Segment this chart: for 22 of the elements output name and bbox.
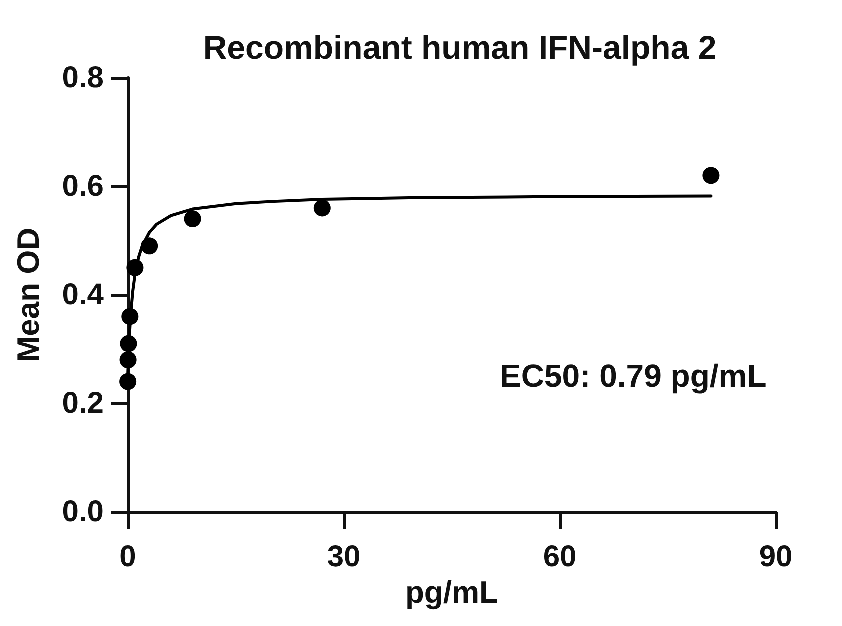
x-tick-label: 0 (120, 540, 136, 574)
x-tick-label: 60 (543, 540, 577, 574)
y-tick-label: 0.8 (62, 62, 104, 94)
x-axis-title: pg/mL (406, 574, 498, 610)
point (702, 167, 720, 184)
chart-title: Recombinant human IFN-alpha 2 (203, 29, 717, 66)
point (120, 373, 137, 390)
point (141, 238, 158, 255)
y-tick-label: 0.0 (62, 496, 104, 528)
annotation: EC50: 0.79 pg/mL (500, 358, 767, 394)
y-tick-label: 0.4 (62, 278, 104, 312)
point (122, 308, 139, 326)
y-axis-title: Mean OD (11, 228, 46, 362)
x-tick-label: 90 (759, 540, 793, 574)
y-tick-label: 0.2 (62, 387, 104, 420)
x-tick-label: 30 (327, 540, 361, 574)
point (120, 352, 137, 369)
point (314, 200, 331, 217)
point (126, 259, 144, 276)
y-tick-label: 0.6 (62, 170, 104, 203)
point (184, 210, 202, 228)
point (120, 335, 138, 352)
